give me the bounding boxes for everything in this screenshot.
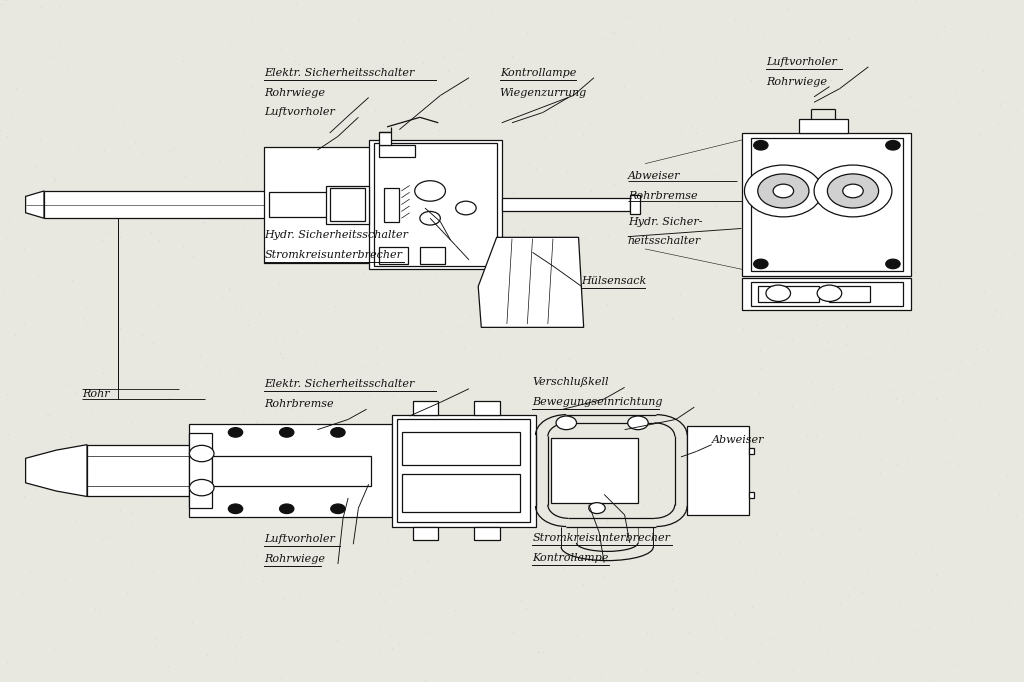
Circle shape xyxy=(814,165,892,217)
Polygon shape xyxy=(26,445,87,496)
Circle shape xyxy=(886,259,900,269)
Bar xyxy=(742,133,911,276)
Circle shape xyxy=(331,428,345,437)
Bar xyxy=(413,527,438,540)
Bar xyxy=(379,247,408,264)
Bar xyxy=(474,527,500,540)
Text: Elektr. Sicherheitsschalter: Elektr. Sicherheitsschalter xyxy=(264,379,415,389)
Bar xyxy=(392,415,536,527)
Circle shape xyxy=(886,140,900,150)
Circle shape xyxy=(420,211,440,225)
Bar xyxy=(751,138,903,271)
Text: Stromkreisunterbrecher: Stromkreisunterbrecher xyxy=(264,250,402,260)
Text: Luftvorholer: Luftvorholer xyxy=(264,534,335,544)
Bar xyxy=(742,278,911,310)
Circle shape xyxy=(331,504,345,514)
Bar xyxy=(379,132,391,145)
Bar xyxy=(758,286,819,302)
Circle shape xyxy=(228,428,243,437)
Bar xyxy=(374,143,497,266)
Text: Hydr. Sicher-: Hydr. Sicher- xyxy=(628,217,702,227)
Bar xyxy=(551,438,638,503)
Bar xyxy=(369,140,502,269)
Bar xyxy=(189,424,392,517)
Circle shape xyxy=(456,201,476,215)
Text: Stromkreisunterbrecher: Stromkreisunterbrecher xyxy=(532,533,671,543)
Bar xyxy=(799,119,848,133)
Circle shape xyxy=(817,285,842,301)
Text: Bewegungseinrichtung: Bewegungseinrichtung xyxy=(532,397,663,407)
Bar xyxy=(87,445,220,496)
Circle shape xyxy=(415,181,445,201)
Text: Abweiser: Abweiser xyxy=(712,434,764,445)
Text: Kontrollampe: Kontrollampe xyxy=(500,68,577,78)
Circle shape xyxy=(280,428,294,437)
Circle shape xyxy=(827,174,879,208)
Polygon shape xyxy=(478,237,584,327)
Text: Luftvorholer: Luftvorholer xyxy=(766,57,837,67)
Text: Abweiser: Abweiser xyxy=(628,170,680,181)
Bar xyxy=(397,419,530,522)
Bar xyxy=(749,448,754,454)
Text: Kontrollampe: Kontrollampe xyxy=(532,552,609,563)
Text: Verschlußkell: Verschlußkell xyxy=(532,377,609,387)
Circle shape xyxy=(758,174,809,208)
Bar xyxy=(212,456,371,486)
Bar xyxy=(269,192,372,217)
Text: Rohrwiege: Rohrwiege xyxy=(264,87,326,98)
Bar xyxy=(630,195,640,214)
Bar xyxy=(402,474,520,512)
Bar xyxy=(264,147,377,263)
Polygon shape xyxy=(26,191,44,218)
Circle shape xyxy=(228,504,243,514)
Circle shape xyxy=(744,165,822,217)
Bar xyxy=(420,247,445,264)
Circle shape xyxy=(556,416,577,430)
Bar xyxy=(413,401,438,415)
Bar xyxy=(749,492,754,498)
Circle shape xyxy=(754,259,768,269)
Bar xyxy=(502,198,630,211)
Circle shape xyxy=(843,184,863,198)
Text: Elektr. Sicherheitsschalter: Elektr. Sicherheitsschalter xyxy=(264,68,415,78)
Text: Rohrbremse: Rohrbremse xyxy=(628,190,697,201)
Bar xyxy=(189,433,212,508)
Bar xyxy=(474,401,500,415)
Circle shape xyxy=(280,504,294,514)
Text: Rohr: Rohr xyxy=(82,389,110,399)
Bar xyxy=(330,188,365,221)
Circle shape xyxy=(189,479,214,496)
Bar xyxy=(687,426,749,515)
Circle shape xyxy=(628,416,648,430)
Bar xyxy=(751,282,903,306)
Bar xyxy=(326,186,369,224)
Text: Luftvorholer: Luftvorholer xyxy=(264,107,335,117)
Text: Hydr. Sicherheitsschalter: Hydr. Sicherheitsschalter xyxy=(264,230,409,240)
Text: Rohrwiege: Rohrwiege xyxy=(766,76,827,87)
Text: Rohrbremse: Rohrbremse xyxy=(264,399,334,409)
Circle shape xyxy=(754,140,768,150)
Circle shape xyxy=(589,503,605,514)
Text: heitsschalter: heitsschalter xyxy=(628,235,701,246)
Bar xyxy=(829,286,870,302)
Bar xyxy=(44,191,290,218)
Bar xyxy=(402,432,520,465)
Text: Hülsensack: Hülsensack xyxy=(582,276,647,286)
Bar xyxy=(384,188,399,222)
Bar xyxy=(379,145,415,157)
Circle shape xyxy=(766,285,791,301)
Text: Rohrwiege: Rohrwiege xyxy=(264,554,326,564)
Circle shape xyxy=(189,445,214,462)
Bar xyxy=(377,196,438,213)
Circle shape xyxy=(773,184,794,198)
Text: Wiegenzurrung: Wiegenzurrung xyxy=(500,87,587,98)
